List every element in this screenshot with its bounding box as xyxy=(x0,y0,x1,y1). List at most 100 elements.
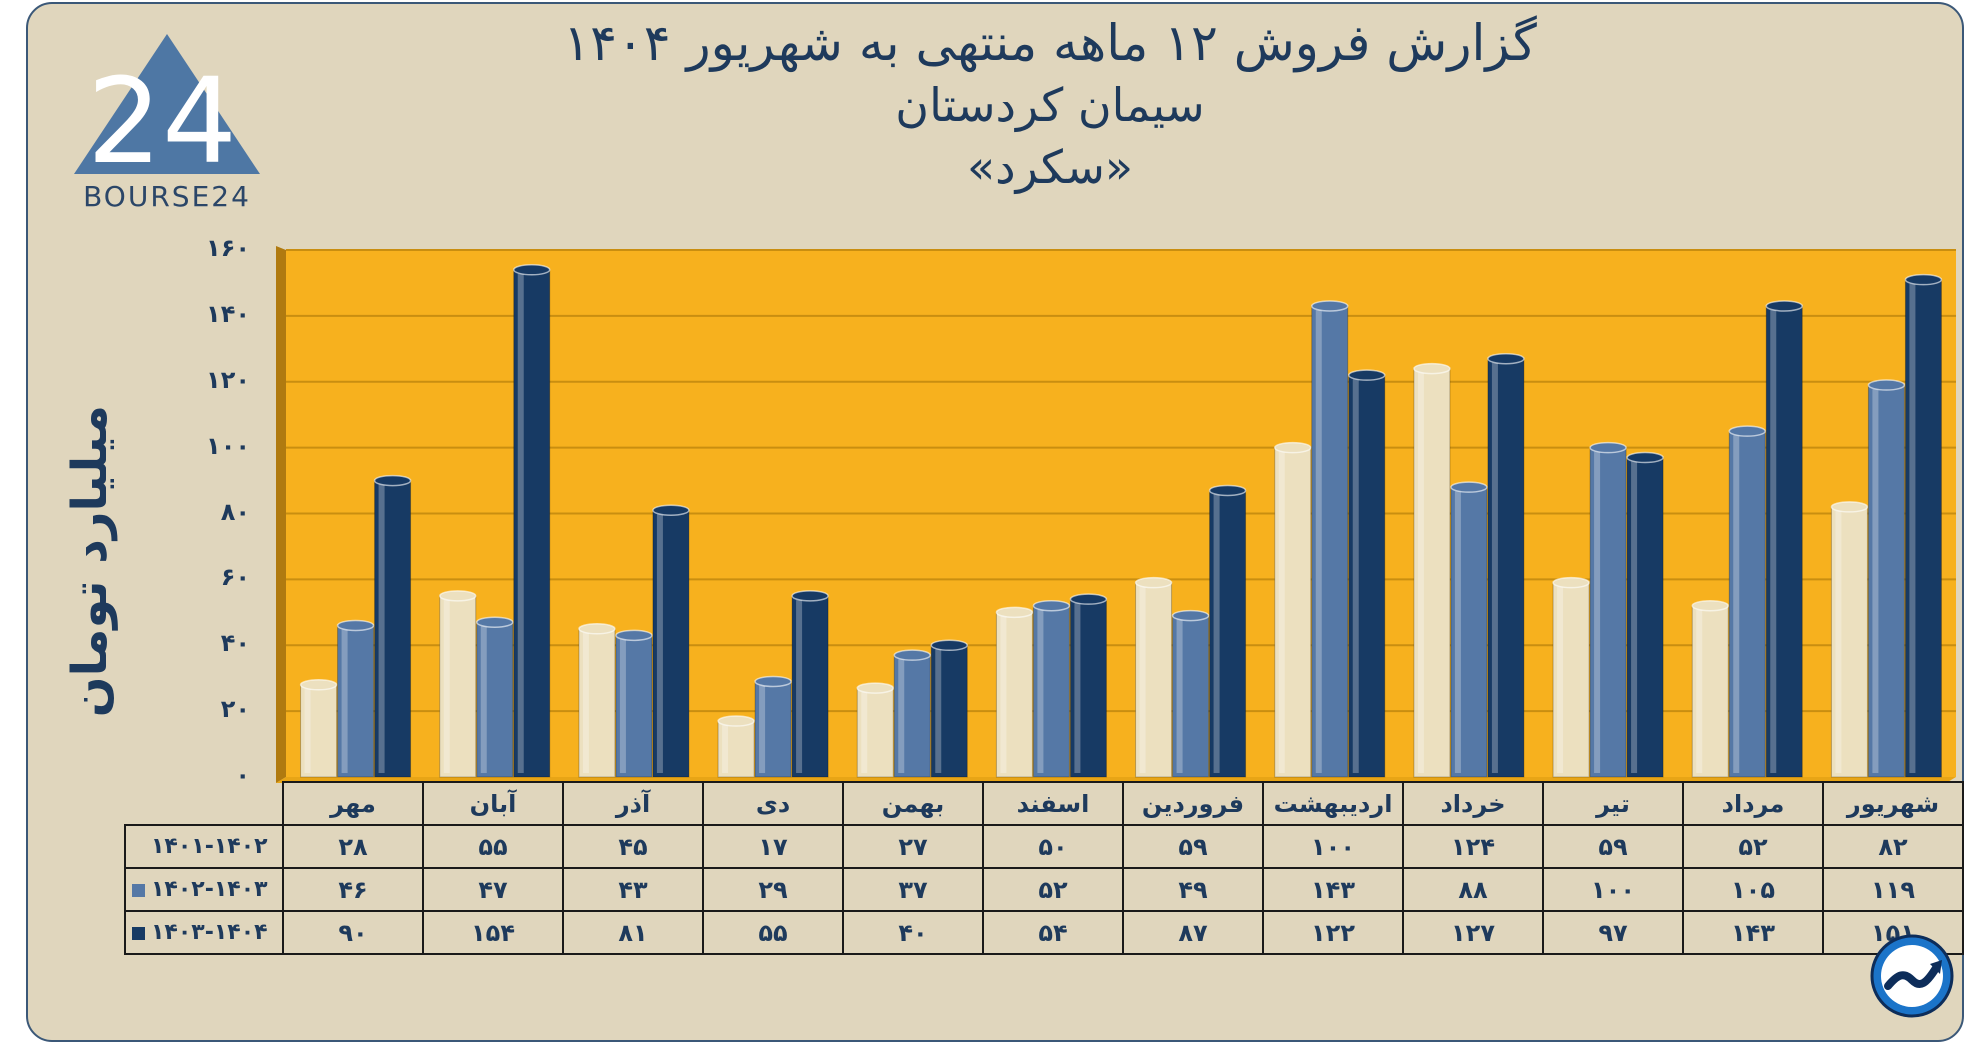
bar-cap xyxy=(1274,441,1312,454)
bar xyxy=(1728,430,1766,778)
y-tick-label: ۱۴۰ xyxy=(206,299,250,328)
data-label: ۱۷ xyxy=(702,824,844,869)
legend-label: ۱۴۰۱-۱۴۰۲ xyxy=(151,834,268,859)
x-tick-label: بهمن xyxy=(842,781,984,826)
bar-highlight xyxy=(796,599,803,773)
bar-highlight xyxy=(1352,379,1359,773)
bar xyxy=(791,595,829,778)
x-tick-label: اسفند xyxy=(982,781,1124,826)
data-label: ۵۴ xyxy=(982,910,1124,955)
data-label: ۵۹ xyxy=(1122,824,1264,869)
bar-cap xyxy=(513,264,551,276)
bar-highlight xyxy=(1315,309,1322,773)
bar-highlight xyxy=(898,659,905,773)
bar-highlight xyxy=(759,685,766,773)
ticker-symbol: «سکرد» xyxy=(966,140,1134,194)
bar-cap xyxy=(1032,599,1071,612)
bar-highlight xyxy=(1213,494,1220,773)
data-label: ۵۹ xyxy=(1542,824,1684,869)
y-axis-label: میلیارد تومان xyxy=(62,405,118,718)
bar xyxy=(995,611,1033,778)
bar-cap xyxy=(476,616,514,628)
legend-entry: ۱۴۰۱-۱۴۰۲ xyxy=(124,824,284,869)
bar-highlight xyxy=(1278,451,1285,773)
y-tick-label: ۰ xyxy=(235,761,250,789)
data-label: ۸۲ xyxy=(1822,824,1964,869)
bar-highlight xyxy=(1417,372,1424,773)
bar-highlight xyxy=(1000,616,1007,773)
bar-cap xyxy=(1348,369,1386,381)
logo-text: BOURSE24 xyxy=(83,180,251,213)
data-label: ۱۰۰ xyxy=(1542,867,1684,912)
bar-cap xyxy=(1728,425,1766,437)
bar-cap xyxy=(1171,609,1210,622)
bar xyxy=(717,720,755,778)
y-tick-label: ۸۰ xyxy=(220,497,250,526)
legend-swatch xyxy=(132,841,145,854)
bar-cap xyxy=(856,682,894,694)
x-tick-label: فروردین xyxy=(1122,781,1264,826)
data-label: ۸۸ xyxy=(1402,867,1544,912)
bar-cap xyxy=(791,590,829,602)
data-label: ۲۹ xyxy=(702,867,844,912)
bar-cap xyxy=(1208,484,1247,497)
data-label: ۴۵ xyxy=(562,824,704,869)
x-tick-label: مهر xyxy=(282,781,424,826)
bar-cap xyxy=(652,504,690,516)
bar-cap xyxy=(930,639,968,651)
legend-entry: ۱۴۰۲-۱۴۰۳ xyxy=(124,867,284,912)
bar-cap xyxy=(1552,576,1590,589)
bar-highlight xyxy=(1454,491,1461,773)
bar-cap xyxy=(1413,362,1451,375)
bar-cap xyxy=(1904,273,1943,286)
bar xyxy=(476,621,514,778)
bar-highlight xyxy=(1909,283,1916,773)
data-label: ۱۴۳ xyxy=(1682,910,1824,955)
bar xyxy=(1450,486,1488,778)
bar-highlight xyxy=(378,484,385,773)
data-label: ۴۶ xyxy=(282,867,424,912)
bar xyxy=(615,634,653,778)
x-tick-label: دی xyxy=(702,781,844,826)
table-header-row: مهر آبان آذر دی بهمن اسفند فروردین اردیبهشت خردا… xyxy=(125,781,1964,826)
data-label: ۱۰۵ xyxy=(1682,867,1824,912)
data-label: ۴۰ xyxy=(842,910,984,955)
bar-highlight xyxy=(935,649,942,773)
bar xyxy=(300,684,338,778)
bar-highlight xyxy=(1696,609,1703,773)
bar xyxy=(1589,447,1627,778)
bar-highlight xyxy=(1557,586,1564,773)
report-title: گزارش فروش ۱۲ ماهه منتهی به شهریور ۱۴۰۴ xyxy=(563,14,1537,72)
y-tick-label: ۴۰ xyxy=(220,629,250,658)
bar-highlight xyxy=(1176,619,1183,773)
bar-cap xyxy=(1867,379,1906,391)
data-label: ۱۰۰ xyxy=(1262,824,1404,869)
bar-highlight xyxy=(1872,389,1879,773)
bar xyxy=(1552,582,1590,778)
table-corner xyxy=(125,782,283,825)
logo-mark: 24 xyxy=(87,52,237,190)
bar xyxy=(513,269,551,778)
bar-cap xyxy=(578,623,616,635)
data-label: ۹۷ xyxy=(1542,910,1684,955)
table-row: ۱۴۰۱-۱۴۰۲ ۲۸ ۵۵ ۴۵ ۱۷ ۲۷ ۵۰ ۵۹ ۱۰۰ ۱۲۴ ۵۹ ۵۲ ۸۲ xyxy=(124,824,1964,869)
data-label: ۱۲۲ xyxy=(1262,910,1404,955)
x-tick-label: تیر xyxy=(1542,781,1684,826)
bar-highlight xyxy=(1733,435,1740,773)
data-label: ۲۸ xyxy=(282,824,424,869)
bar xyxy=(754,680,792,778)
bar xyxy=(1032,605,1070,778)
company-name: سیمان کردستان xyxy=(895,78,1205,132)
data-label: ۳۷ xyxy=(842,867,984,912)
data-label: ۴۷ xyxy=(422,867,564,912)
bar xyxy=(1904,279,1942,778)
bar-highlight xyxy=(1074,603,1081,773)
x-tick-label: آذر xyxy=(562,781,704,826)
data-label: ۱۱۹ xyxy=(1822,867,1964,912)
bar-highlight xyxy=(722,725,729,773)
bar-cap xyxy=(1069,593,1108,605)
trend-badge-icon xyxy=(1870,934,1954,1018)
x-tick-label: خرداد xyxy=(1402,781,1544,826)
y-tick-label: ۱۰۰ xyxy=(206,431,250,460)
table-row: ۱۴۰۲-۱۴۰۳ ۴۶ ۴۷ ۴۳ ۲۹ ۳۷ ۵۲ ۴۹ ۱۴۳ ۸۸ ۱۰۰ ۱۰۵ ۱۱۹ xyxy=(124,867,1964,912)
